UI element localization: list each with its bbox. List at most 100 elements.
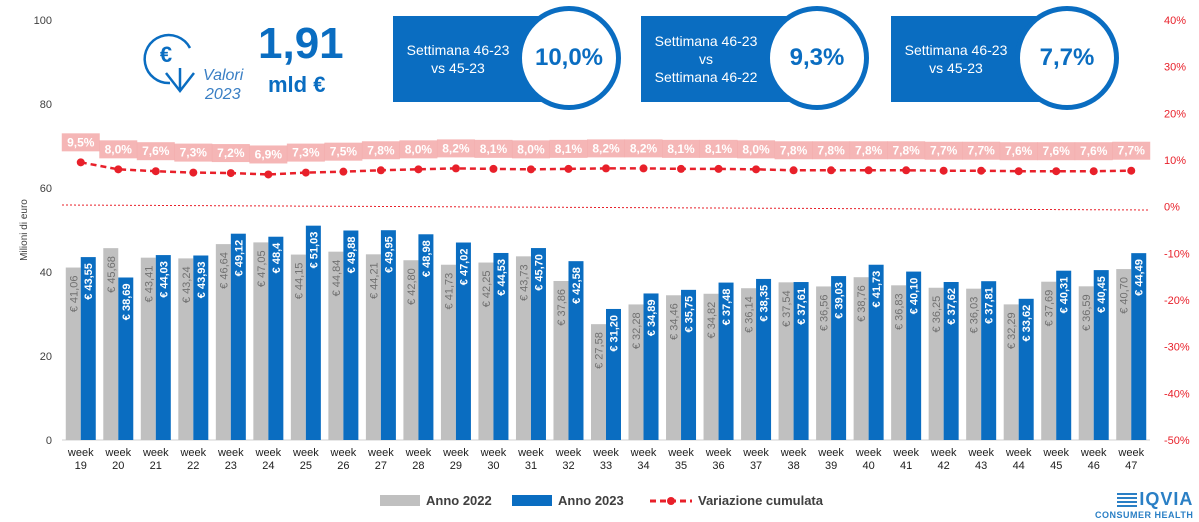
y2-tick-label: 20% [1164,108,1186,120]
bar-2022 [1041,281,1057,440]
variation-point [939,166,948,175]
variation-point [864,166,873,175]
x-tick-label: week 32 [555,447,582,472]
bar-2022 [966,288,982,440]
kpi-2-line2: vs [699,51,713,67]
brand-subtitle: CONSUMER HEALTH [1095,510,1194,520]
bars-layer [65,225,1147,440]
legend-label-variation: Variazione cumulata [698,493,823,508]
bar-label-2022: € 37,86 [556,289,568,326]
x-tick-label: week 21 [142,447,169,472]
x-axis-labels: week 19 week 20 week 21 week 22 week 23 week 24 week… [67,447,1145,472]
variation-point [752,165,761,174]
percent-label: 8,1% [555,142,583,156]
percent-label-box [249,145,288,164]
variation-point [301,168,310,177]
percent-label-box [1074,142,1113,161]
bar-label-2022: € 36,56 [819,294,831,331]
percent-label-box [361,141,400,160]
bar-2022 [553,280,569,440]
brand-name-text: IQVIA [1139,489,1194,509]
bar-2023 [1093,270,1109,440]
percent-labels-layer: 9,5% 8,0% 7,6% 7,3% 7,2% 6,9% 7,3% 7,5% 7,8% 8,0%… [61,133,1151,164]
bar-label-2023: € 44,53 [496,259,508,296]
bar-label-2023: € 41,73 [871,271,883,308]
variation-point [339,167,348,176]
percent-label-box [61,133,100,152]
bar-2022 [365,254,381,440]
bar-2022 [1116,269,1132,440]
legend-swatch-2023 [512,495,552,506]
bar-label-2022: € 41,06 [68,276,80,313]
bar-2022 [891,285,907,440]
percent-label: 7,7% [967,144,995,158]
percent-label: 8,0% [742,142,770,156]
percent-label-box [436,139,475,158]
percent-label-box [999,142,1038,161]
percent-label: 8,1% [480,142,508,156]
bar-label-2023: € 48,4 [271,242,283,273]
bar-label-2023: € 38,69 [121,284,133,321]
bar-label-2023: € 42,58 [571,267,583,304]
x-tick-label: week 44 [1005,447,1032,472]
legend-item-variation: Variazione cumulata [650,493,823,508]
bar-2022 [1078,286,1094,440]
bar-label-2022: € 36,03 [969,297,981,334]
x-tick-label: week 24 [255,447,282,472]
variation-point [564,164,573,173]
bar-label-2023: € 33,62 [1021,305,1033,342]
percent-label-box [812,141,851,160]
bar-2023 [493,252,509,440]
y-tick-label: 60 [40,183,52,195]
zero-percent-line [61,204,1151,211]
x-tick-label: week 45 [1042,447,1069,472]
bar-label-2023: € 35,75 [684,296,696,333]
percent-label: 8,0% [517,142,545,156]
percent-label-box [174,143,213,162]
bar-2022 [140,257,156,440]
y-tick-label: 40 [40,267,52,279]
valori-2023-label: Valori 2023 [203,66,243,104]
legend-label-2023: Anno 2023 [558,493,624,508]
percent-label: 7,6% [142,144,170,158]
x-tick-label: week 46 [1080,447,1107,472]
bar-label-2022: € 36,59 [1081,294,1093,331]
bar-2023 [268,236,284,440]
bar-2022 [853,277,869,440]
bar-label-2022: € 47,05 [256,250,268,287]
x-tick-label: week 40 [855,447,882,472]
bar-label-2022: € 43,24 [181,266,193,303]
percent-label: 7,3% [292,146,320,160]
bar-label-2022: € 27,58 [594,332,606,369]
kpi-1-line1: Settimana 46-23 [406,42,510,58]
x-tick-label: week 36 [705,447,732,472]
bar-2022 [215,244,231,440]
y2-tick-label: -40% [1164,388,1190,400]
bar-2022 [778,282,794,440]
variation-point [376,166,385,175]
legend-swatch-variation [650,496,692,505]
bar-2023 [643,293,659,440]
percent-label-box [587,139,625,158]
percent-label: 6,9% [255,147,283,161]
x-tick-label: week 42 [930,447,957,472]
legend-swatch-2022 [380,495,420,506]
bar-label-2023: € 40,45 [1096,276,1108,313]
bar-label-2023: € 48,98 [421,240,433,277]
bar-label-2023: € 43,55 [83,263,95,300]
bar-label-2022: € 42,80 [406,268,418,305]
percent-label-box [924,141,963,160]
y2-tick-label: -50% [1164,435,1190,447]
x-tick-label: week 25 [292,447,319,472]
y-tick-label: 100 [34,15,52,27]
bar-label-2023: € 31,20 [609,315,621,352]
kpi-3-line2: vs 45-23 [929,60,983,76]
bar-label-2023: € 37,48 [721,289,733,326]
percent-label-box [1112,141,1151,160]
kpi-2-value: 9,3% [765,6,869,110]
x-tick-label: week 19 [67,447,94,472]
percent-label-box [662,139,701,158]
percent-label: 7,7% [930,144,958,158]
bar-2023 [80,257,96,440]
bar-2023 [868,264,884,440]
